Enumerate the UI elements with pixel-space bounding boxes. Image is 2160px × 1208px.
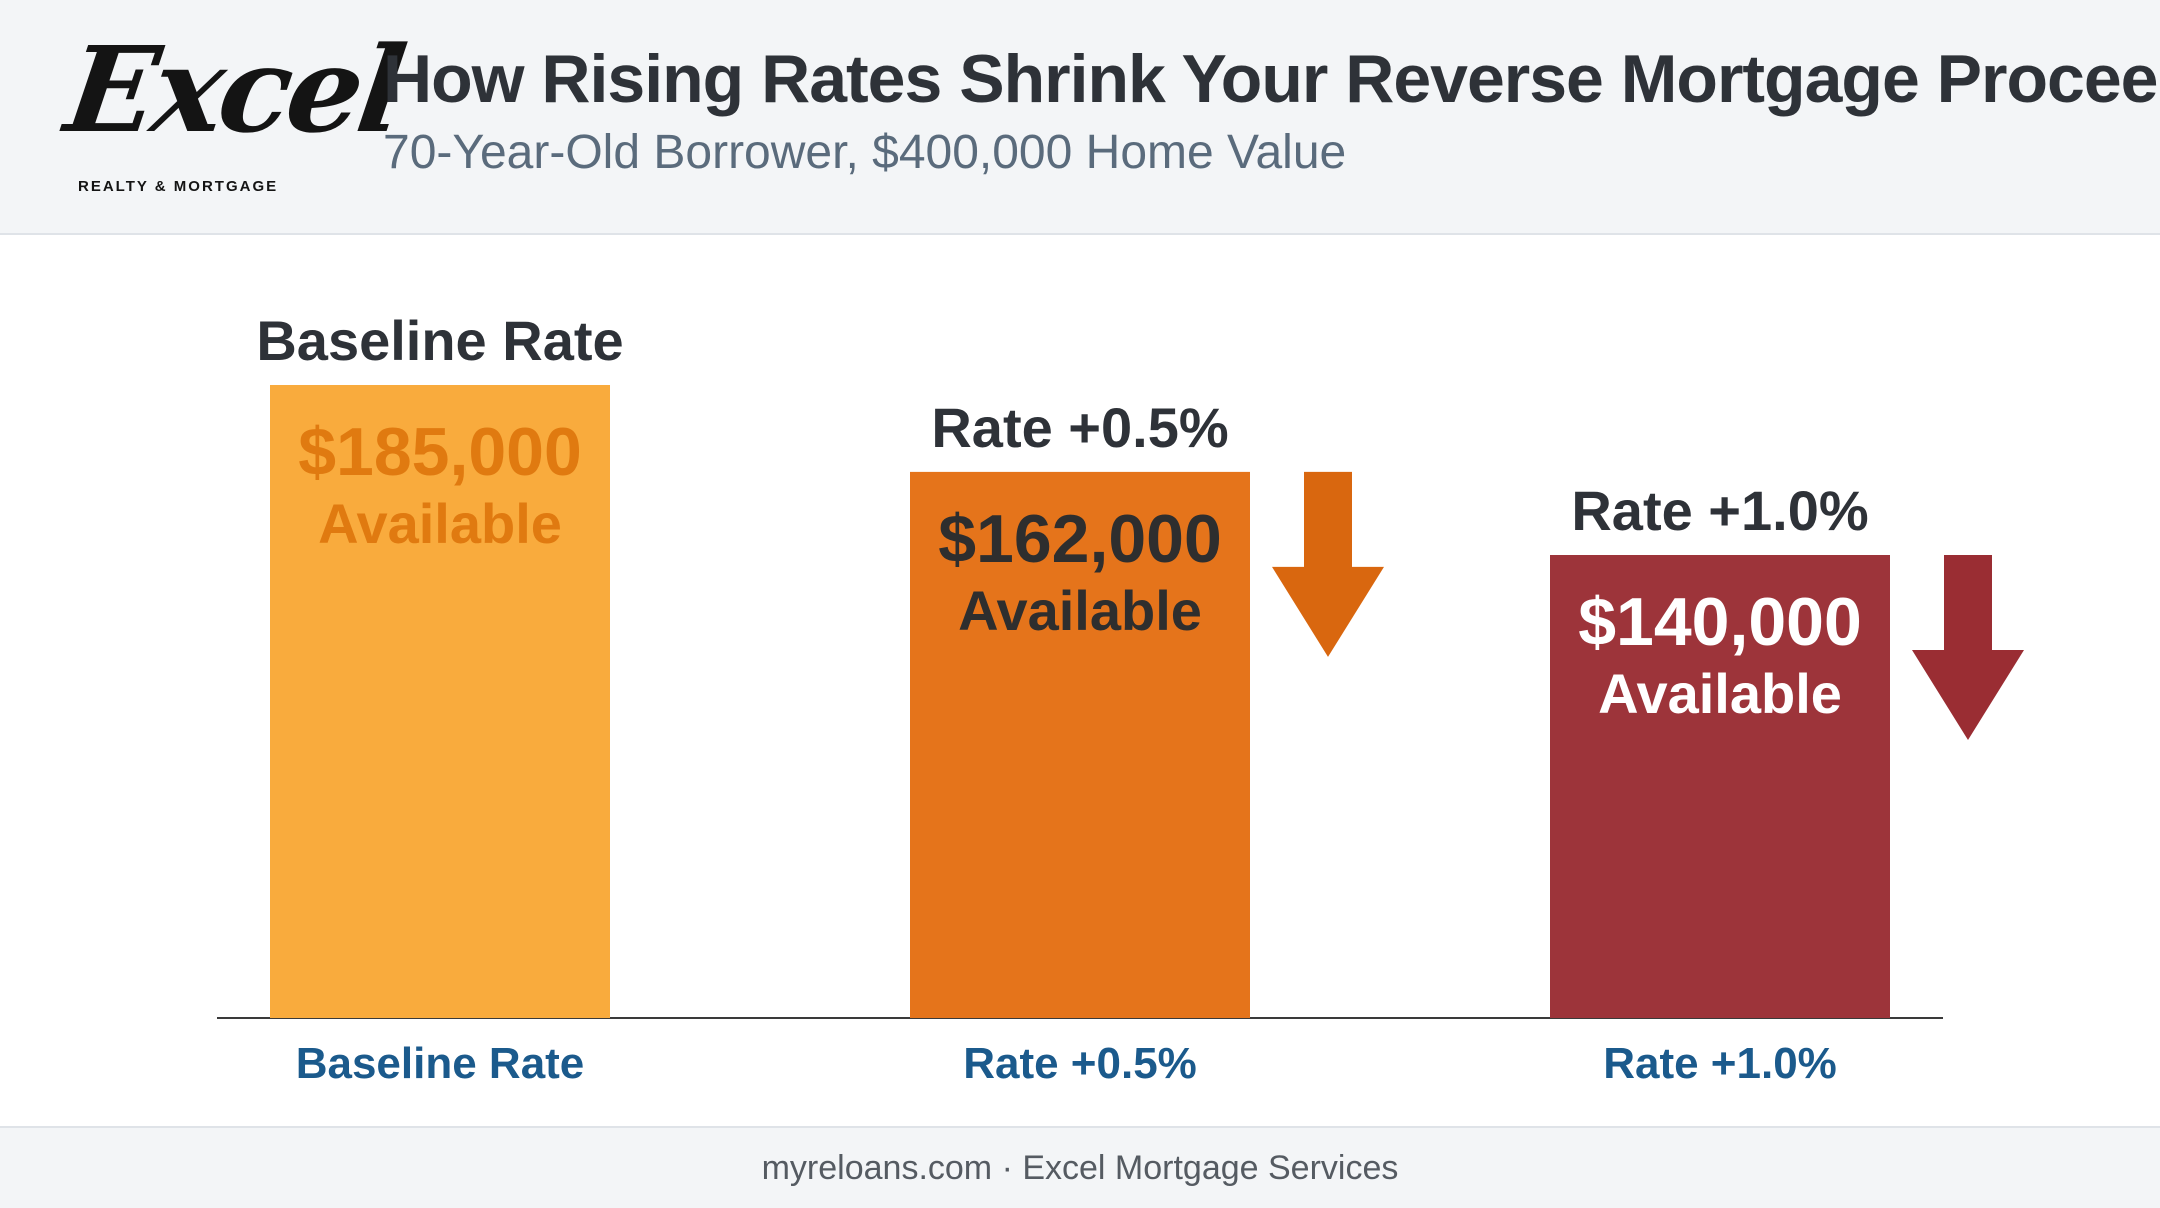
bar-value-suffix-3: Available	[1598, 662, 1842, 725]
down-arrow-icon-3	[1912, 555, 2024, 740]
x-tick-label-2: Rate +0.5%	[963, 1039, 1197, 1088]
bar-3	[1550, 555, 1890, 1018]
bar-top-label-3: Rate +1.0%	[1571, 479, 1868, 542]
logo-script: Excel	[58, 20, 410, 159]
page-title: How Rising Rates Shrink Your Reverse Mor…	[383, 41, 2160, 117]
logo-subtitle: REALTY & MORTGAGE	[78, 178, 279, 195]
header: Excel REALTY & MORTGAGE How Rising Rates…	[0, 0, 2160, 235]
down-arrow-icon-2	[1272, 471, 1384, 657]
footer-text: myreloans.com · Excel Mortgage Services	[761, 1149, 1399, 1187]
x-tick-label-1: Baseline Rate	[296, 1039, 585, 1088]
bar-2	[910, 471, 1250, 1018]
logo: Excel REALTY & MORTGAGE	[58, 20, 410, 205]
page-subtitle: 70-Year-Old Borrower, $400,000 Home Valu…	[383, 126, 1347, 179]
bar-top-label-2: Rate +0.5%	[931, 396, 1228, 459]
bar-value-suffix-2: Available	[958, 579, 1202, 642]
x-tick-label-3: Rate +1.0%	[1603, 1039, 1837, 1088]
bar-1	[270, 385, 610, 1018]
bar-value-label-3: $140,000	[1578, 584, 1862, 660]
bar-value-label-1: $185,000	[298, 414, 582, 490]
bar-top-label-1: Baseline Rate	[256, 309, 623, 372]
bar-value-suffix-1: Available	[318, 492, 562, 555]
bar-value-label-2: $162,000	[938, 501, 1222, 577]
footer: myreloans.com · Excel Mortgage Services	[0, 1126, 2160, 1208]
